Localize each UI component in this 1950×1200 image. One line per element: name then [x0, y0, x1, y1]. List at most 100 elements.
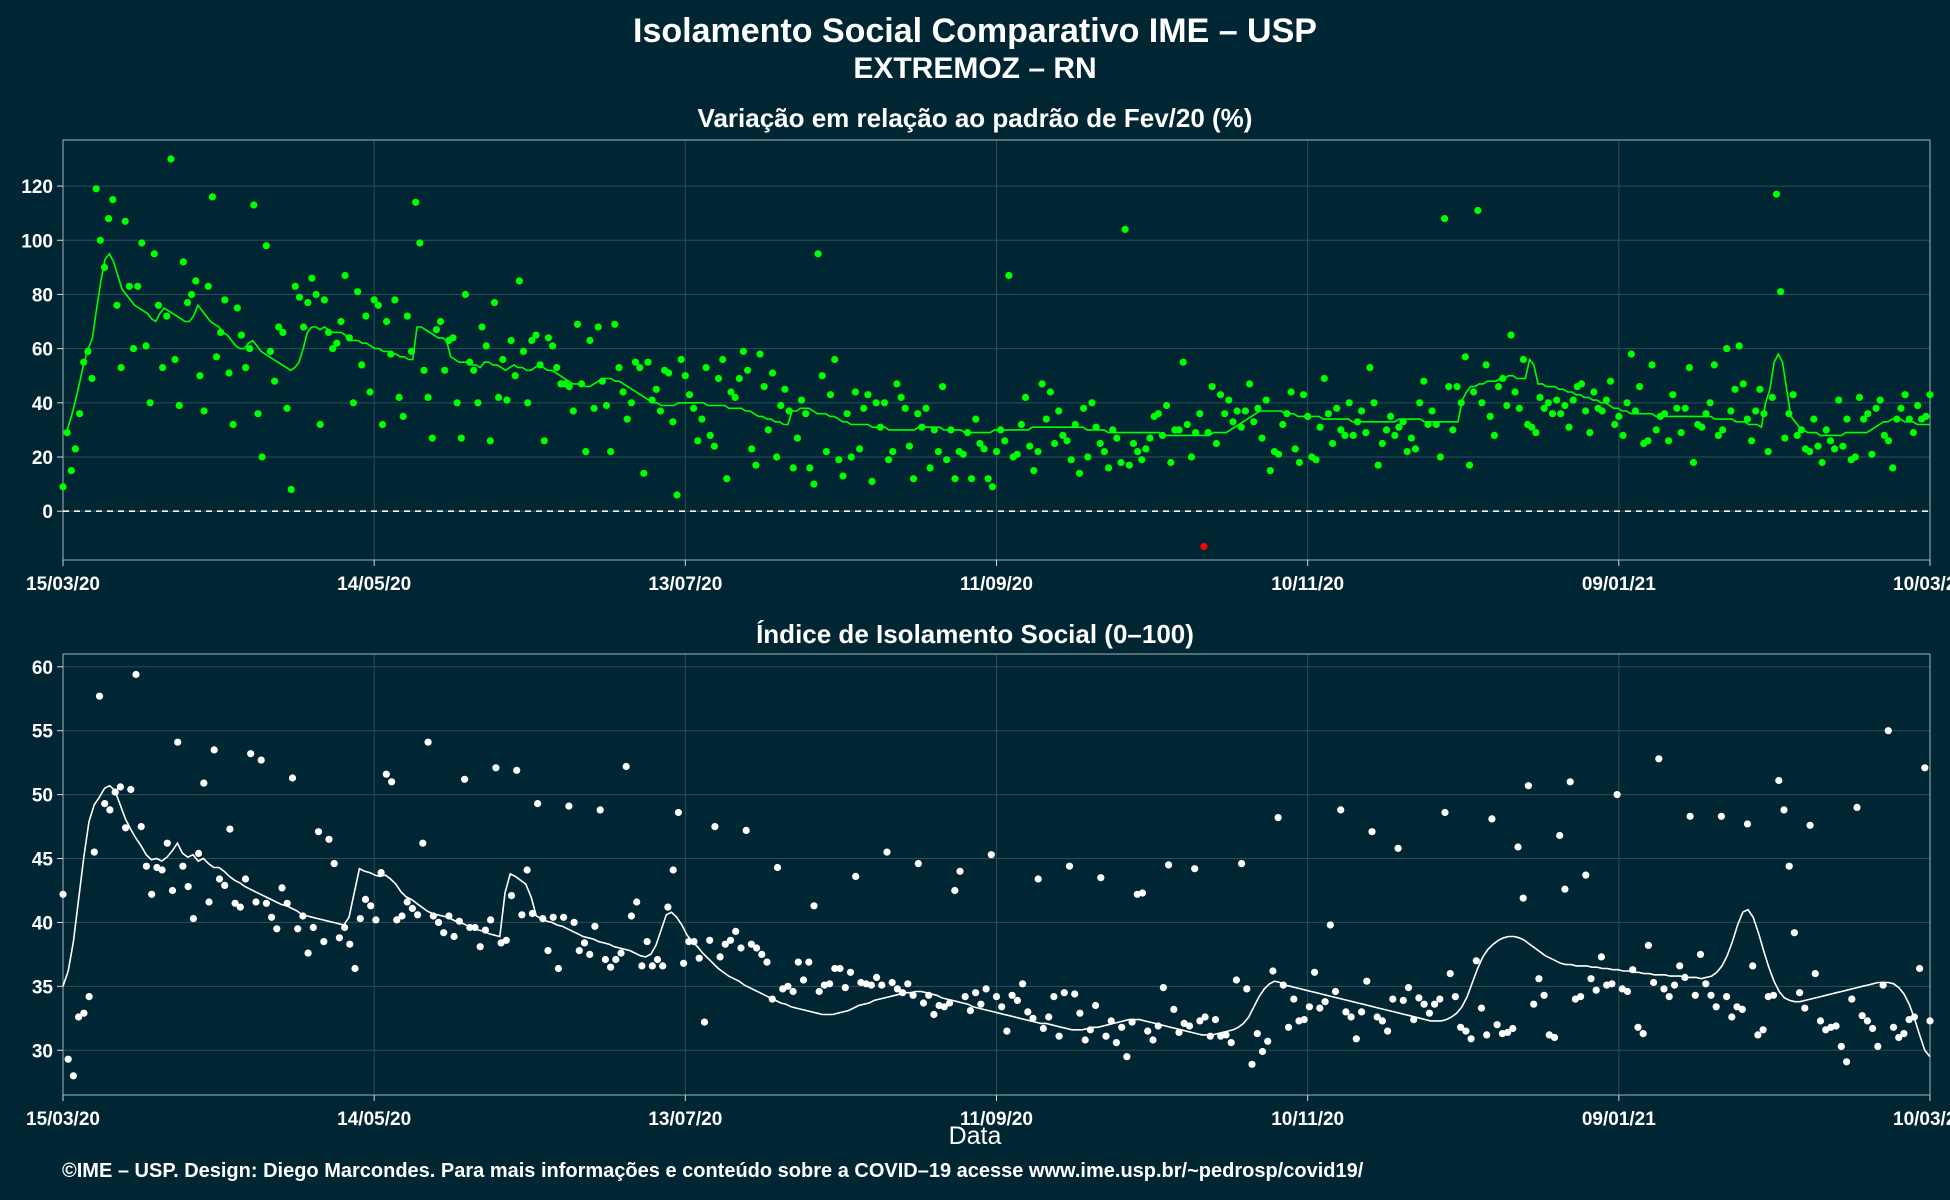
index-data-point: [127, 785, 135, 794]
index-data-point: [852, 872, 860, 881]
index-data-point: [961, 993, 969, 1001]
index-data-point: [674, 808, 683, 817]
index-data-point: [966, 1007, 975, 1015]
index-data-point: [195, 849, 203, 858]
index-data-point: [1436, 995, 1444, 1003]
index-data-point: [1347, 1013, 1355, 1021]
index-data-point: [492, 764, 500, 772]
variation-data-point: [1698, 423, 1706, 431]
variation-data-point: [329, 345, 337, 353]
variation-data-point: [109, 196, 117, 204]
index-data-point: [601, 955, 610, 964]
index-data-point: [1206, 1032, 1214, 1040]
index-data-point: [1034, 875, 1042, 883]
variation-y-tick-label: 100: [21, 231, 53, 252]
variation-data-point: [710, 442, 719, 450]
variation-data-point: [731, 393, 739, 401]
variation-data-point: [378, 420, 387, 429]
variation-data-point: [980, 445, 988, 453]
variation-data-point: [611, 320, 619, 328]
variation-data-point: [1212, 439, 1220, 448]
index-y-tick-label: 60: [32, 658, 53, 679]
variation-data-point: [1416, 399, 1424, 407]
index-data-point: [1107, 1017, 1115, 1025]
variation-data-point: [797, 396, 806, 404]
variation-data-point: [1216, 391, 1225, 399]
index-y-tick-label: 45: [32, 850, 54, 871]
index-data-point: [215, 875, 224, 883]
variation-data-point: [1382, 426, 1391, 434]
index-data-point: [669, 866, 677, 874]
variation-data-point: [1897, 404, 1905, 412]
variation-data-point: [204, 282, 212, 290]
index-data-point: [148, 890, 156, 898]
variation-data-point: [424, 393, 432, 401]
index-data-point: [1477, 1004, 1486, 1012]
variation-data-point: [183, 299, 192, 307]
variation-data-point: [1370, 399, 1378, 407]
index-data-point: [80, 1009, 88, 1017]
index-data-point: [184, 883, 192, 891]
index-data-point: [1003, 1027, 1011, 1035]
variation-data-point: [59, 483, 67, 491]
variation-data-point: [590, 404, 598, 412]
variation-data-point: [1254, 404, 1262, 412]
variation-data-point: [1104, 464, 1113, 472]
variation-data-point: [1702, 410, 1710, 418]
index-data-point: [695, 954, 703, 962]
variation-data-point: [860, 404, 868, 412]
variation-x-tick-label: 14/05/20: [337, 574, 411, 595]
variation-data-point: [1055, 407, 1063, 415]
variation-data-point: [175, 401, 183, 410]
variation-data-point: [744, 366, 752, 374]
index-data-point: [742, 826, 750, 835]
index-data-point: [1550, 1033, 1559, 1042]
variation-data-point: [872, 399, 880, 407]
variation-data-point: [1403, 448, 1411, 456]
index-data-point: [773, 863, 782, 872]
variation-data-point: [1237, 423, 1245, 431]
variation-data-point: [1822, 426, 1830, 434]
index-data-point: [1284, 1023, 1293, 1031]
variation-data-point: [391, 296, 399, 304]
index-data-point: [726, 936, 735, 944]
variation-data-point: [1540, 404, 1548, 412]
variation-data-point: [706, 431, 714, 439]
index-data-point: [377, 869, 385, 877]
index-data-point: [346, 940, 354, 948]
index-data-point: [992, 993, 1001, 1001]
index-data-point: [1582, 871, 1590, 879]
variation-data-point: [295, 293, 304, 301]
variation-data-point: [1092, 423, 1100, 431]
index-data-point: [1457, 1023, 1465, 1031]
variation-x-tick-label: 13/07/20: [648, 574, 722, 595]
index-data-point: [268, 913, 276, 921]
index-data-point: [1796, 989, 1804, 997]
variation-data-point: [246, 345, 254, 353]
variation-data-point: [602, 401, 611, 410]
variation-x-tick-label: 10/11/20: [1271, 574, 1344, 595]
variation-data-point: [1063, 437, 1071, 445]
index-x-tick-label: 14/05/20: [337, 1109, 411, 1130]
variation-data-point: [1710, 361, 1718, 369]
index-data-point: [1895, 1033, 1903, 1042]
variation-data-point: [134, 282, 142, 290]
index-x-tick-label: 10/03/21: [1893, 1109, 1950, 1130]
index-data-point: [356, 915, 364, 923]
index-data-point: [1055, 1032, 1063, 1040]
index-data-point: [341, 923, 349, 932]
variation-data-point: [1333, 404, 1341, 412]
variation-data-point: [1295, 458, 1303, 467]
variation-data-point: [1453, 383, 1461, 391]
index-data-point: [815, 987, 823, 996]
index-y-tick-label: 50: [32, 786, 53, 807]
variation-data-point: [92, 185, 100, 193]
index-data-point: [1754, 1031, 1762, 1039]
variation-data-point: [1445, 383, 1453, 391]
index-data-point: [1738, 1005, 1746, 1014]
index-data-point: [1102, 1032, 1110, 1040]
variation-panel-title: Variação em relação ao padrão de Fev/20 …: [698, 103, 1253, 133]
variation-data-point: [764, 426, 772, 434]
index-data-point: [294, 925, 302, 933]
index-data-point: [805, 958, 813, 966]
